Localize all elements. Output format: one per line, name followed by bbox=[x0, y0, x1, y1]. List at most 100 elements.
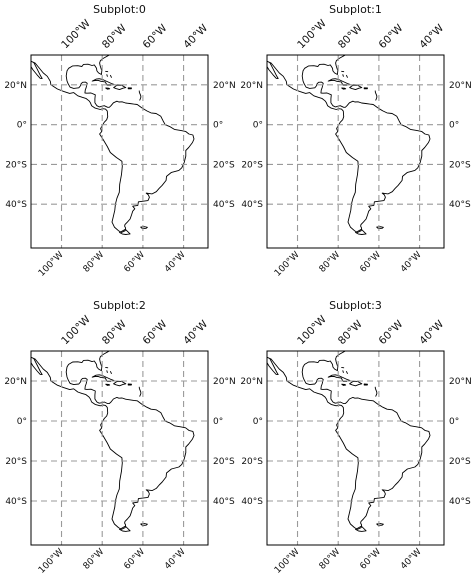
lon-label-bottom: 80°W bbox=[318, 547, 343, 572]
lon-label-bottom: 60°W bbox=[358, 250, 383, 275]
coastlines bbox=[267, 351, 431, 532]
lesser-antilles-coastline bbox=[138, 386, 142, 397]
subplot-title: Subplot:3 bbox=[329, 299, 382, 312]
lat-label-left: 20°S bbox=[241, 457, 263, 467]
lon-label-bottom: 60°W bbox=[122, 250, 147, 275]
falklands-coastline bbox=[140, 226, 148, 229]
hispaniola-coastline bbox=[349, 380, 363, 387]
mainland-coastline bbox=[31, 55, 195, 233]
lat-label-left: 40°S bbox=[5, 497, 27, 507]
lat-label-right: 0° bbox=[449, 417, 459, 427]
gridlines bbox=[267, 351, 444, 545]
map-area bbox=[267, 351, 444, 545]
falklands-coastline bbox=[140, 523, 148, 526]
bahamas-coastline bbox=[342, 74, 344, 77]
lon-label-top: 40°W bbox=[181, 22, 210, 51]
lon-label-top: 60°W bbox=[377, 318, 406, 347]
cuba-coastline bbox=[327, 78, 351, 86]
puerto-rico-coastline bbox=[363, 383, 368, 386]
hispaniola-coastline bbox=[113, 84, 127, 91]
lat-label-left: 0° bbox=[17, 417, 27, 427]
coastlines bbox=[31, 55, 195, 235]
lesser-antilles-coastline bbox=[138, 90, 142, 101]
lon-label-top: 100°W bbox=[295, 17, 329, 51]
map-frame bbox=[266, 350, 445, 546]
mainland-coastline bbox=[31, 351, 195, 530]
puerto-rico-coastline bbox=[127, 383, 132, 386]
lon-label-top: 80°W bbox=[100, 22, 129, 51]
lat-label-left: 0° bbox=[253, 417, 263, 427]
lon-label-top: 60°W bbox=[377, 22, 406, 51]
lat-label-right: 20°N bbox=[449, 81, 472, 91]
lon-label-bottom: 100°W bbox=[37, 250, 66, 279]
jamaica-coastline bbox=[105, 87, 111, 90]
lon-label-bottom: 80°W bbox=[318, 250, 343, 275]
falklands-coastline bbox=[376, 226, 384, 229]
lon-label-bottom: 100°W bbox=[273, 547, 302, 576]
lat-label-left: 0° bbox=[253, 121, 263, 131]
hispaniola-coastline bbox=[349, 84, 363, 91]
gridlines bbox=[267, 55, 444, 248]
subplot-title: Subplot:2 bbox=[93, 299, 146, 312]
lat-label-right: 40°S bbox=[213, 200, 235, 210]
lat-label-left: 20°N bbox=[4, 377, 27, 387]
lat-label-right: 40°S bbox=[213, 497, 235, 507]
map-frame bbox=[30, 350, 209, 546]
lon-label-top: 80°W bbox=[336, 22, 365, 51]
bahamas-coastline bbox=[109, 74, 113, 78]
lon-label-top: 40°W bbox=[181, 318, 210, 347]
mainland-coastline bbox=[267, 55, 431, 233]
lon-label-top: 40°W bbox=[417, 318, 446, 347]
hispaniola-coastline bbox=[113, 380, 127, 387]
lat-label-right: 20°N bbox=[213, 81, 236, 91]
lon-label-top: 80°W bbox=[336, 318, 365, 347]
tierra-del-fuego-coastline bbox=[355, 525, 367, 532]
falklands-coastline bbox=[376, 523, 384, 526]
lon-label-bottom: 80°W bbox=[82, 547, 107, 572]
coastlines bbox=[31, 351, 195, 532]
lon-label-bottom: 40°W bbox=[163, 547, 188, 572]
bahamas-coastline bbox=[106, 74, 108, 77]
lat-label-right: 20°N bbox=[449, 377, 472, 387]
bahamas-coastline bbox=[342, 370, 344, 373]
lon-label-bottom: 100°W bbox=[273, 250, 302, 279]
subplot-title: Subplot:1 bbox=[329, 3, 382, 16]
tierra-del-fuego-coastline bbox=[355, 228, 367, 235]
mainland-coastline bbox=[267, 351, 431, 530]
lat-label-right: 20°S bbox=[449, 160, 471, 170]
lat-label-left: 20°S bbox=[5, 457, 27, 467]
bahamas-coastline bbox=[345, 74, 349, 78]
map-area bbox=[31, 351, 208, 545]
tierra-del-fuego-coastline bbox=[119, 525, 131, 532]
jamaica-coastline bbox=[105, 383, 111, 386]
coastlines bbox=[267, 55, 431, 235]
lat-label-left: 20°N bbox=[4, 81, 27, 91]
lon-label-top: 40°W bbox=[417, 22, 446, 51]
map-frame bbox=[266, 54, 445, 249]
map-area bbox=[31, 55, 208, 248]
lesser-antilles-coastline bbox=[374, 90, 378, 101]
lat-label-right: 20°S bbox=[449, 457, 471, 467]
bahamas-coastline bbox=[109, 370, 113, 375]
lat-label-left: 20°S bbox=[5, 160, 27, 170]
lon-label-bottom: 100°W bbox=[37, 547, 66, 576]
lat-label-right: 40°S bbox=[449, 497, 471, 507]
bahamas-coastline bbox=[106, 370, 108, 373]
lat-label-right: 20°N bbox=[213, 377, 236, 387]
lat-label-right: 0° bbox=[449, 121, 459, 131]
lon-label-top: 100°W bbox=[295, 313, 329, 347]
puerto-rico-coastline bbox=[363, 87, 368, 90]
lat-label-left: 40°S bbox=[241, 497, 263, 507]
map-area bbox=[267, 55, 444, 248]
lat-label-right: 20°S bbox=[213, 457, 235, 467]
cuba-coastline bbox=[91, 374, 115, 382]
jamaica-coastline bbox=[341, 87, 347, 90]
gridlines bbox=[31, 351, 208, 545]
jamaica-coastline bbox=[341, 383, 347, 386]
lat-label-left: 20°N bbox=[240, 81, 263, 91]
